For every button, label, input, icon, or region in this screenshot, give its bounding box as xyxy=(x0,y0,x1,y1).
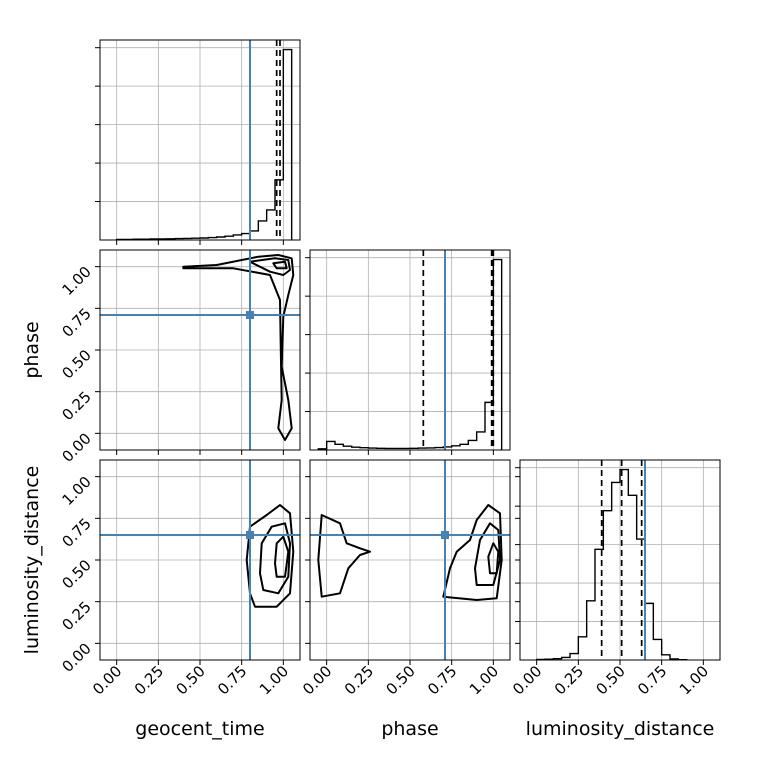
corner-plot: 0.00 0.25 0.50 0.75 1.00 0.00 0.25 0.50 0.75 1.00… xyxy=(21,39,721,740)
